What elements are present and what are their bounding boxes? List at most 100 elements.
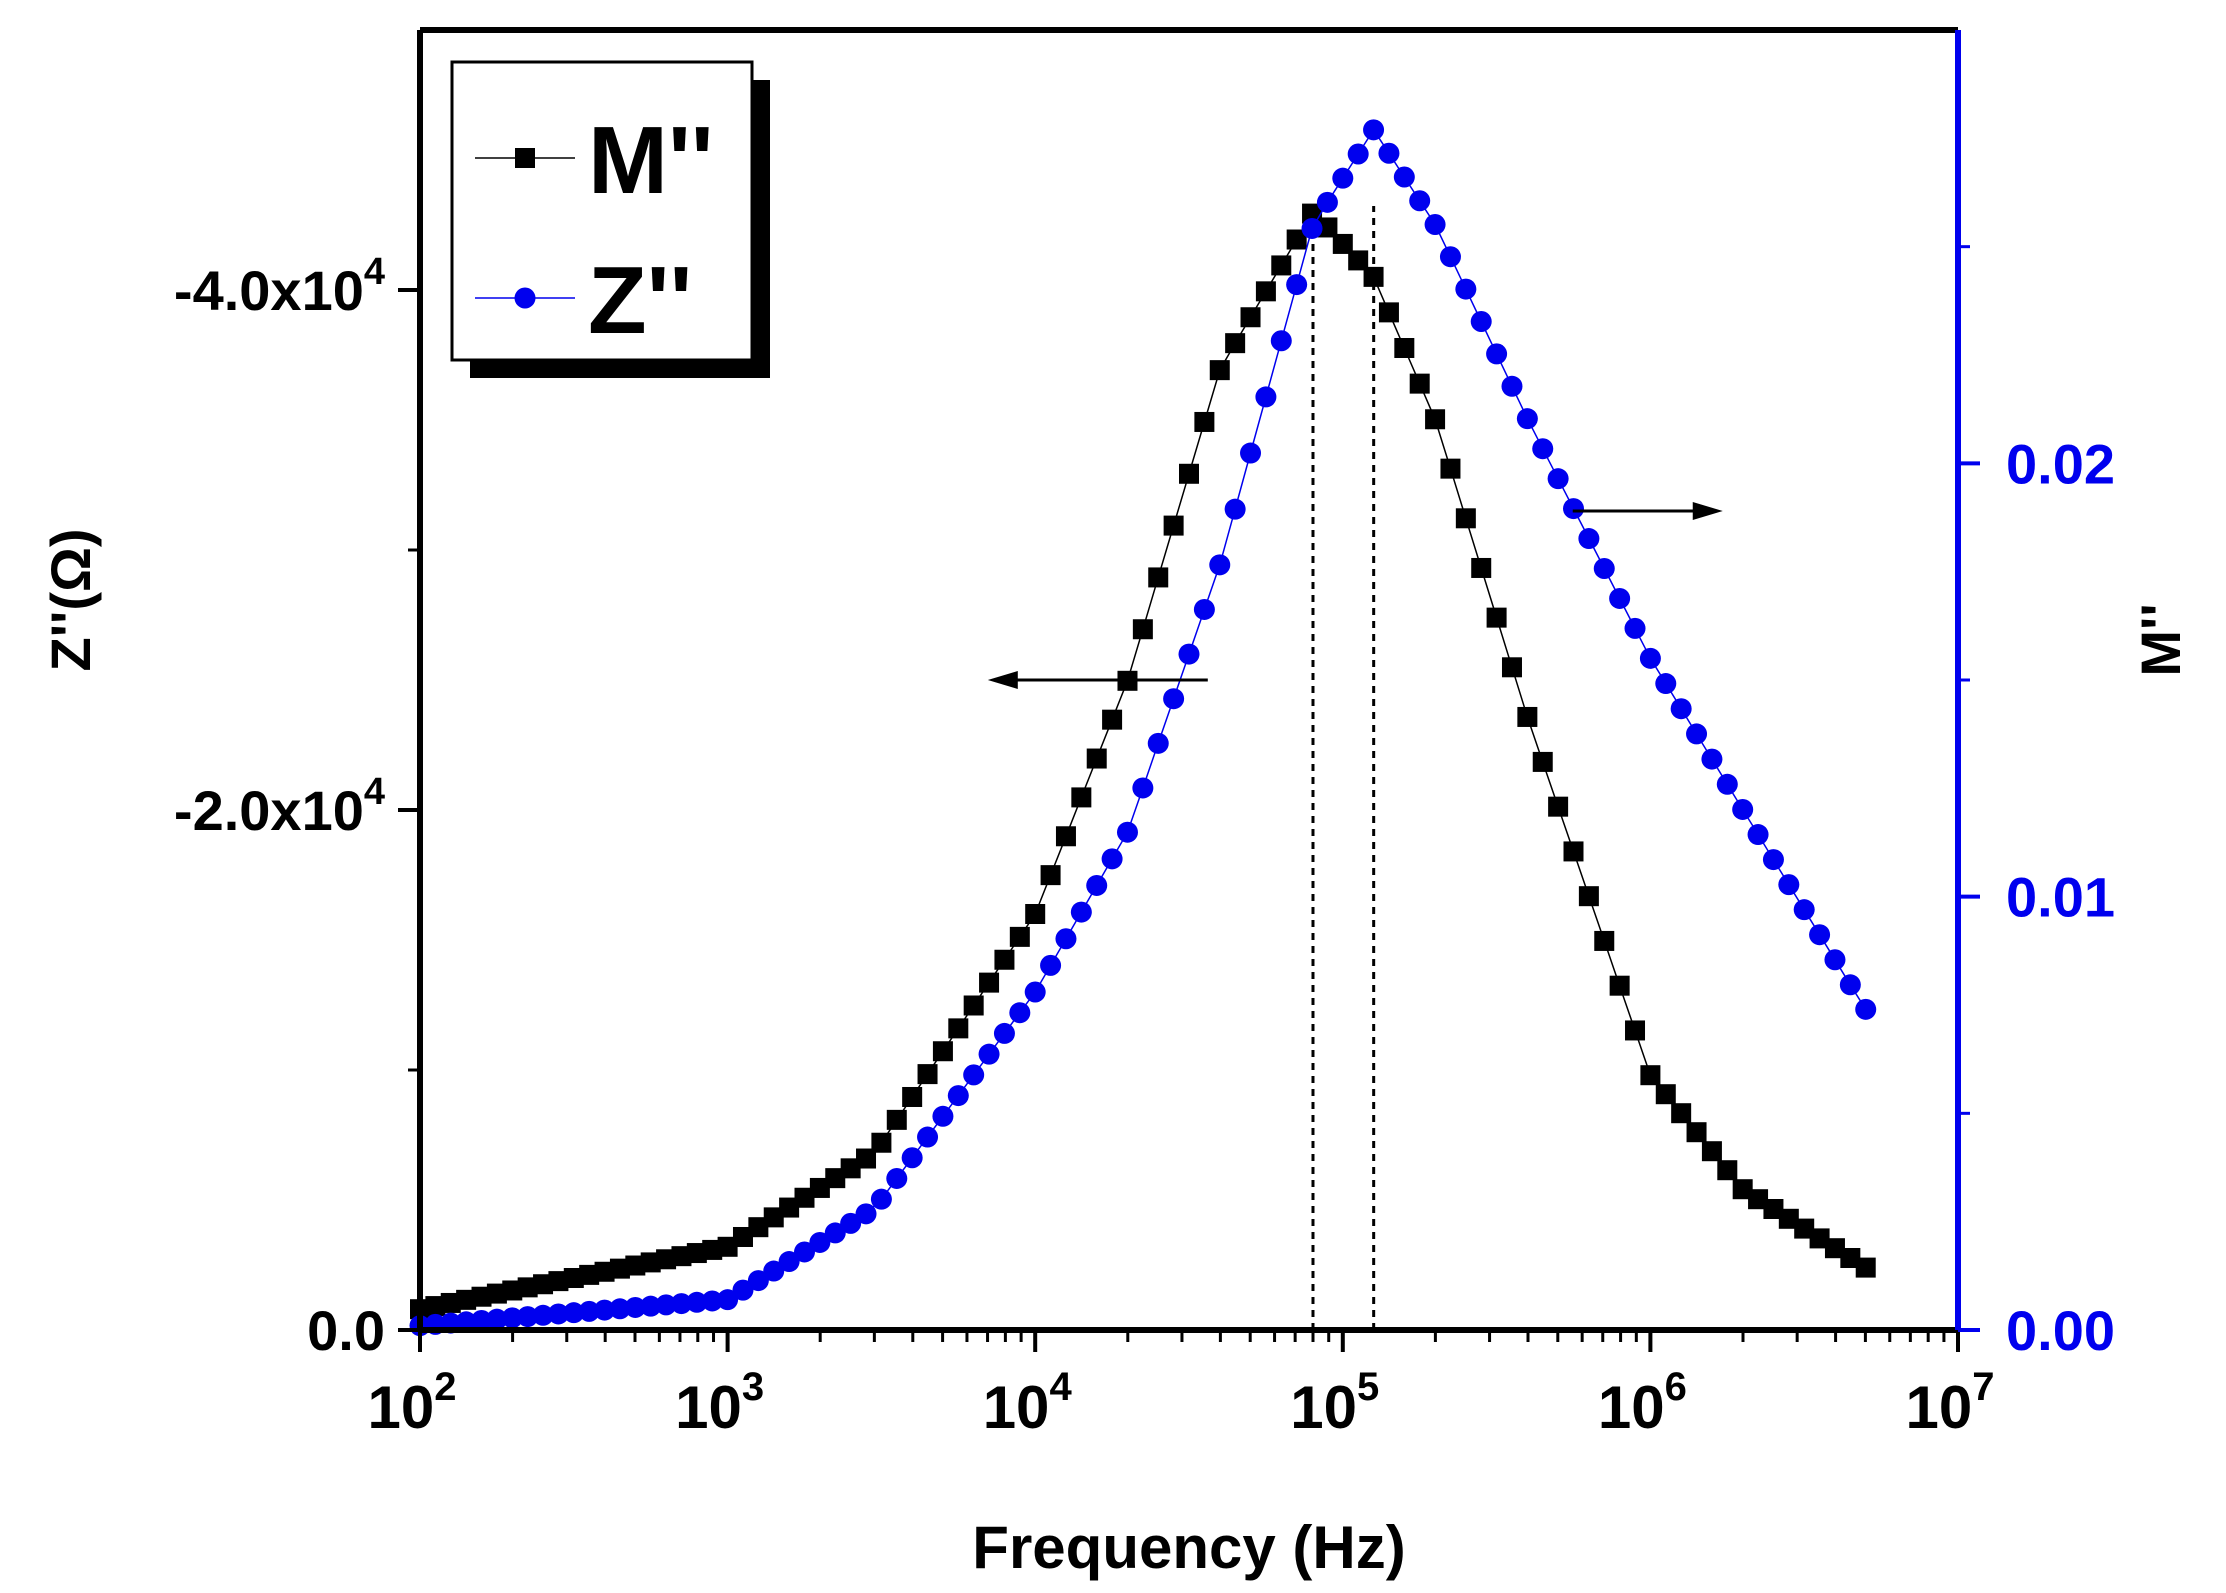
data-point xyxy=(1255,281,1276,302)
data-point xyxy=(963,1064,985,1086)
data-point xyxy=(794,1187,815,1208)
data-point xyxy=(563,1302,585,1324)
data-point xyxy=(1639,647,1661,669)
data-point xyxy=(1332,233,1353,254)
data-point xyxy=(1855,998,1877,1020)
x-tick-base: 10 xyxy=(675,1374,742,1441)
data-point xyxy=(963,995,984,1016)
data-point xyxy=(1024,981,1046,1003)
legend-marker xyxy=(515,148,535,168)
data-point xyxy=(1070,901,1092,923)
data-point xyxy=(747,1270,769,1292)
data-point xyxy=(886,1109,907,1130)
data-point xyxy=(702,1239,723,1260)
data-point xyxy=(1116,821,1138,843)
data-point xyxy=(1671,1103,1692,1124)
x-tick-exponent: 5 xyxy=(1357,1365,1379,1409)
data-point xyxy=(825,1168,846,1189)
data-point xyxy=(1409,190,1431,212)
left-tick-exponent: 4 xyxy=(364,771,385,813)
x-tick-exponent: 6 xyxy=(1665,1365,1687,1409)
data-point xyxy=(1686,723,1708,745)
data-point xyxy=(917,1126,939,1148)
data-point xyxy=(1547,468,1569,490)
data-point xyxy=(1394,338,1415,359)
data-point xyxy=(1532,438,1554,460)
data-point xyxy=(1578,528,1600,550)
data-point xyxy=(871,1132,892,1153)
left-tick-label: -4.0x104 xyxy=(174,251,385,322)
data-point xyxy=(1194,411,1215,432)
data-point xyxy=(1501,375,1523,397)
data-point xyxy=(794,1241,815,1263)
data-point xyxy=(1225,333,1246,354)
data-point xyxy=(1055,826,1076,847)
data-point xyxy=(1240,442,1262,464)
data-point xyxy=(840,1212,862,1234)
x-tick-label: 104 xyxy=(983,1365,1073,1441)
data-point xyxy=(517,1277,538,1298)
axes: 102 103 104 105 106 1070.0-2.0x104-4.0x1040.0… xyxy=(39,27,2192,1581)
data-point xyxy=(1763,1198,1784,1219)
data-point xyxy=(779,1197,800,1218)
data-point xyxy=(624,1296,646,1318)
data-point xyxy=(1347,143,1369,165)
data-point xyxy=(1655,1084,1676,1105)
data-point xyxy=(1147,732,1169,754)
data-point xyxy=(1625,1020,1646,1041)
data-point xyxy=(486,1283,507,1304)
data-point xyxy=(948,1018,969,1039)
data-point xyxy=(1040,865,1061,886)
annotation-arrow-right xyxy=(1572,502,1723,520)
x-tick-base: 10 xyxy=(1598,1374,1665,1441)
data-point xyxy=(1086,748,1107,769)
data-point xyxy=(1071,787,1092,808)
data-point xyxy=(1301,217,1323,239)
arrow-head xyxy=(1692,502,1723,520)
data-point xyxy=(1363,119,1385,141)
data-point xyxy=(1363,266,1384,287)
data-point xyxy=(1762,849,1784,871)
data-point xyxy=(1716,773,1738,795)
data-point xyxy=(763,1207,784,1228)
data-point xyxy=(1101,848,1123,870)
data-point xyxy=(1348,250,1369,271)
data-point xyxy=(1670,698,1692,720)
data-point xyxy=(609,1298,631,1320)
legend-marker xyxy=(514,287,536,309)
data-point xyxy=(532,1304,554,1326)
data-point xyxy=(656,1249,677,1270)
data-point xyxy=(1578,886,1599,907)
left-tick-text: 0.0 xyxy=(307,1299,385,1362)
data-point xyxy=(1055,928,1077,950)
data-point xyxy=(1209,554,1231,576)
data-point xyxy=(1732,1179,1753,1200)
x-tick-base: 10 xyxy=(1906,1374,1973,1441)
data-point xyxy=(1255,386,1277,408)
data-point xyxy=(1855,1257,1876,1278)
data-point xyxy=(1425,409,1446,430)
data-point xyxy=(1486,607,1507,628)
data-point xyxy=(1748,1189,1769,1210)
data-point xyxy=(1824,1238,1845,1259)
data-point xyxy=(1271,255,1292,276)
data-point xyxy=(978,1043,1000,1065)
data-point xyxy=(979,972,1000,993)
x-tick-base: 10 xyxy=(1290,1374,1357,1441)
data-point xyxy=(1163,515,1184,536)
legend-label: Z'' xyxy=(588,247,692,354)
data-point xyxy=(855,1203,877,1225)
data-point xyxy=(1470,310,1492,332)
data-point xyxy=(947,1085,969,1107)
data-point xyxy=(548,1271,569,1292)
x-tick-base: 10 xyxy=(983,1374,1050,1441)
data-point xyxy=(701,1290,723,1312)
data-point xyxy=(824,1222,846,1244)
data-point xyxy=(1516,408,1538,430)
annotation-arrow-left xyxy=(987,671,1208,689)
data-point xyxy=(1809,924,1831,946)
data-point xyxy=(609,1258,630,1279)
data-point xyxy=(471,1309,493,1331)
data-point xyxy=(1378,302,1399,323)
data-point xyxy=(1240,307,1261,328)
